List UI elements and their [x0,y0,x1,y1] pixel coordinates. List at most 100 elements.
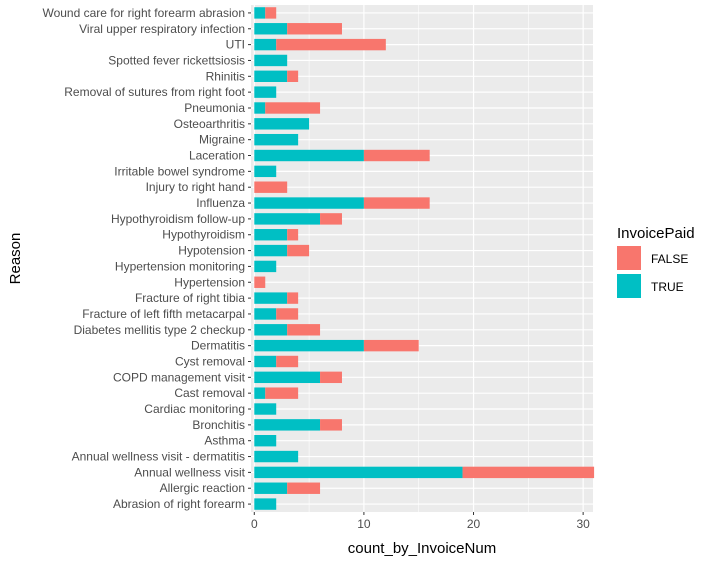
bar-true [254,466,463,479]
bar-false [363,339,419,352]
legend-key-true [617,274,641,298]
y-tick-label: Cast removal [174,386,245,400]
y-tick-label: COPD management visit [113,370,246,384]
bar-true [254,292,288,304]
bar-true [254,339,364,352]
bar-true [254,482,288,494]
grid-lines [251,5,593,512]
y-tick-label: Spotted fever rickettsiosis [108,53,245,67]
y-tick-label: Diabetes mellitis type 2 checkup [74,323,246,337]
bar-true [254,229,288,241]
bar-true [254,86,277,98]
y-tick-label: Annual wellness visit [134,465,245,479]
x-axis-title: count_by_InvoiceNum [348,540,496,557]
y-tick-label: UTI [226,38,245,52]
plot-panel [251,5,593,512]
bar-true [254,7,266,19]
bar-true [254,450,299,463]
y-tick-label: Cyst removal [175,354,245,368]
bar-true [254,498,277,510]
bar-true [254,308,277,320]
bar-true [254,244,288,257]
bar-false [462,466,595,479]
bar-true [254,118,310,130]
bar-true [254,213,321,225]
bar-false [287,324,321,336]
legend: InvoicePaid FALSE TRUE [617,225,695,298]
bar-true [254,434,277,447]
legend-label-true: TRUE [651,280,684,294]
bar-true [254,387,266,399]
bars [254,7,595,510]
bar-false [276,355,299,368]
bar-false [254,181,288,193]
bar-false [287,23,342,35]
legend-key-false [617,246,641,270]
y-tick-label: Hypothyroidism [162,228,245,242]
bar-false [254,276,266,288]
y-tick-label: Dermatitis [191,339,245,353]
y-tick-label: Hypertension [174,275,245,289]
y-axis-title: Reason [7,233,24,285]
bar-true [254,324,288,336]
bar-false [287,70,299,83]
y-tick-label: Fracture of left fifth metacarpal [82,307,245,321]
bar-true [254,54,288,67]
x-tick-label: 0 [251,517,258,531]
y-tick-label: Asthma [204,434,245,448]
y-tick-label: Osteoarthritis [174,117,245,131]
y-tick-label: Viral upper respiratory infection [79,22,245,36]
y-tick-label: Cardiac monitoring [144,402,245,416]
bar-true [254,165,277,178]
y-tick-label: Laceration [189,149,245,163]
bar-true [254,70,288,83]
bar-false [320,371,342,384]
y-tick-label: Wound care for right forearm abrasion [42,6,245,20]
y-tick-label: Removal of sutures from right foot [64,85,245,99]
bar-false [287,244,310,257]
bar-false [363,197,430,209]
bar-false [265,102,321,114]
y-tick-label: Fracture of right tibia [135,291,245,305]
bar-true [254,102,266,114]
y-tick-label: Abrasion of right forearm [113,497,245,511]
y-tick-label: Hypotension [178,244,245,258]
x-tick-label: 10 [357,517,371,531]
y-tick-label: Irritable bowel syndrome [114,164,245,178]
bar-false [276,308,299,320]
x-tick-labels: 0 10 20 30 [251,512,590,531]
y-tick-label: Rhinitis [206,69,245,83]
legend-title: InvoicePaid [617,225,695,242]
y-tick-labels: Abrasion of right forearm Allergic reacti… [42,6,251,511]
x-tick-label: 30 [576,517,590,531]
y-tick-label: Influenza [196,196,245,210]
bar-false [265,7,277,19]
bar-false [287,292,299,304]
bar-true [254,403,277,415]
y-tick-label: Hypothyroidism follow-up [111,212,245,226]
y-tick-label: Injury to right hand [146,180,245,194]
bar-true [254,260,277,273]
y-tick-label: Hypertension monitoring [115,259,245,273]
bar-false [276,38,386,51]
bar-false [287,482,321,494]
bar-false [265,387,299,399]
y-tick-label: Pneumonia [184,101,245,115]
y-tick-label: Bronchitis [192,418,245,432]
y-tick-label: Allergic reaction [160,481,245,495]
bar-true [254,355,277,368]
bar-false [320,419,342,431]
bar-true [254,133,299,146]
bar-true [254,149,364,162]
bar-true [254,419,321,431]
bar-true [254,197,364,209]
legend-label-false: FALSE [651,252,688,266]
bar-false [287,229,299,241]
y-tick-label: Migraine [199,133,245,147]
bar-true [254,23,288,35]
y-tick-label: Annual wellness visit - dermatitis [72,450,245,464]
bar-true [254,371,321,384]
x-tick-label: 20 [467,517,481,531]
